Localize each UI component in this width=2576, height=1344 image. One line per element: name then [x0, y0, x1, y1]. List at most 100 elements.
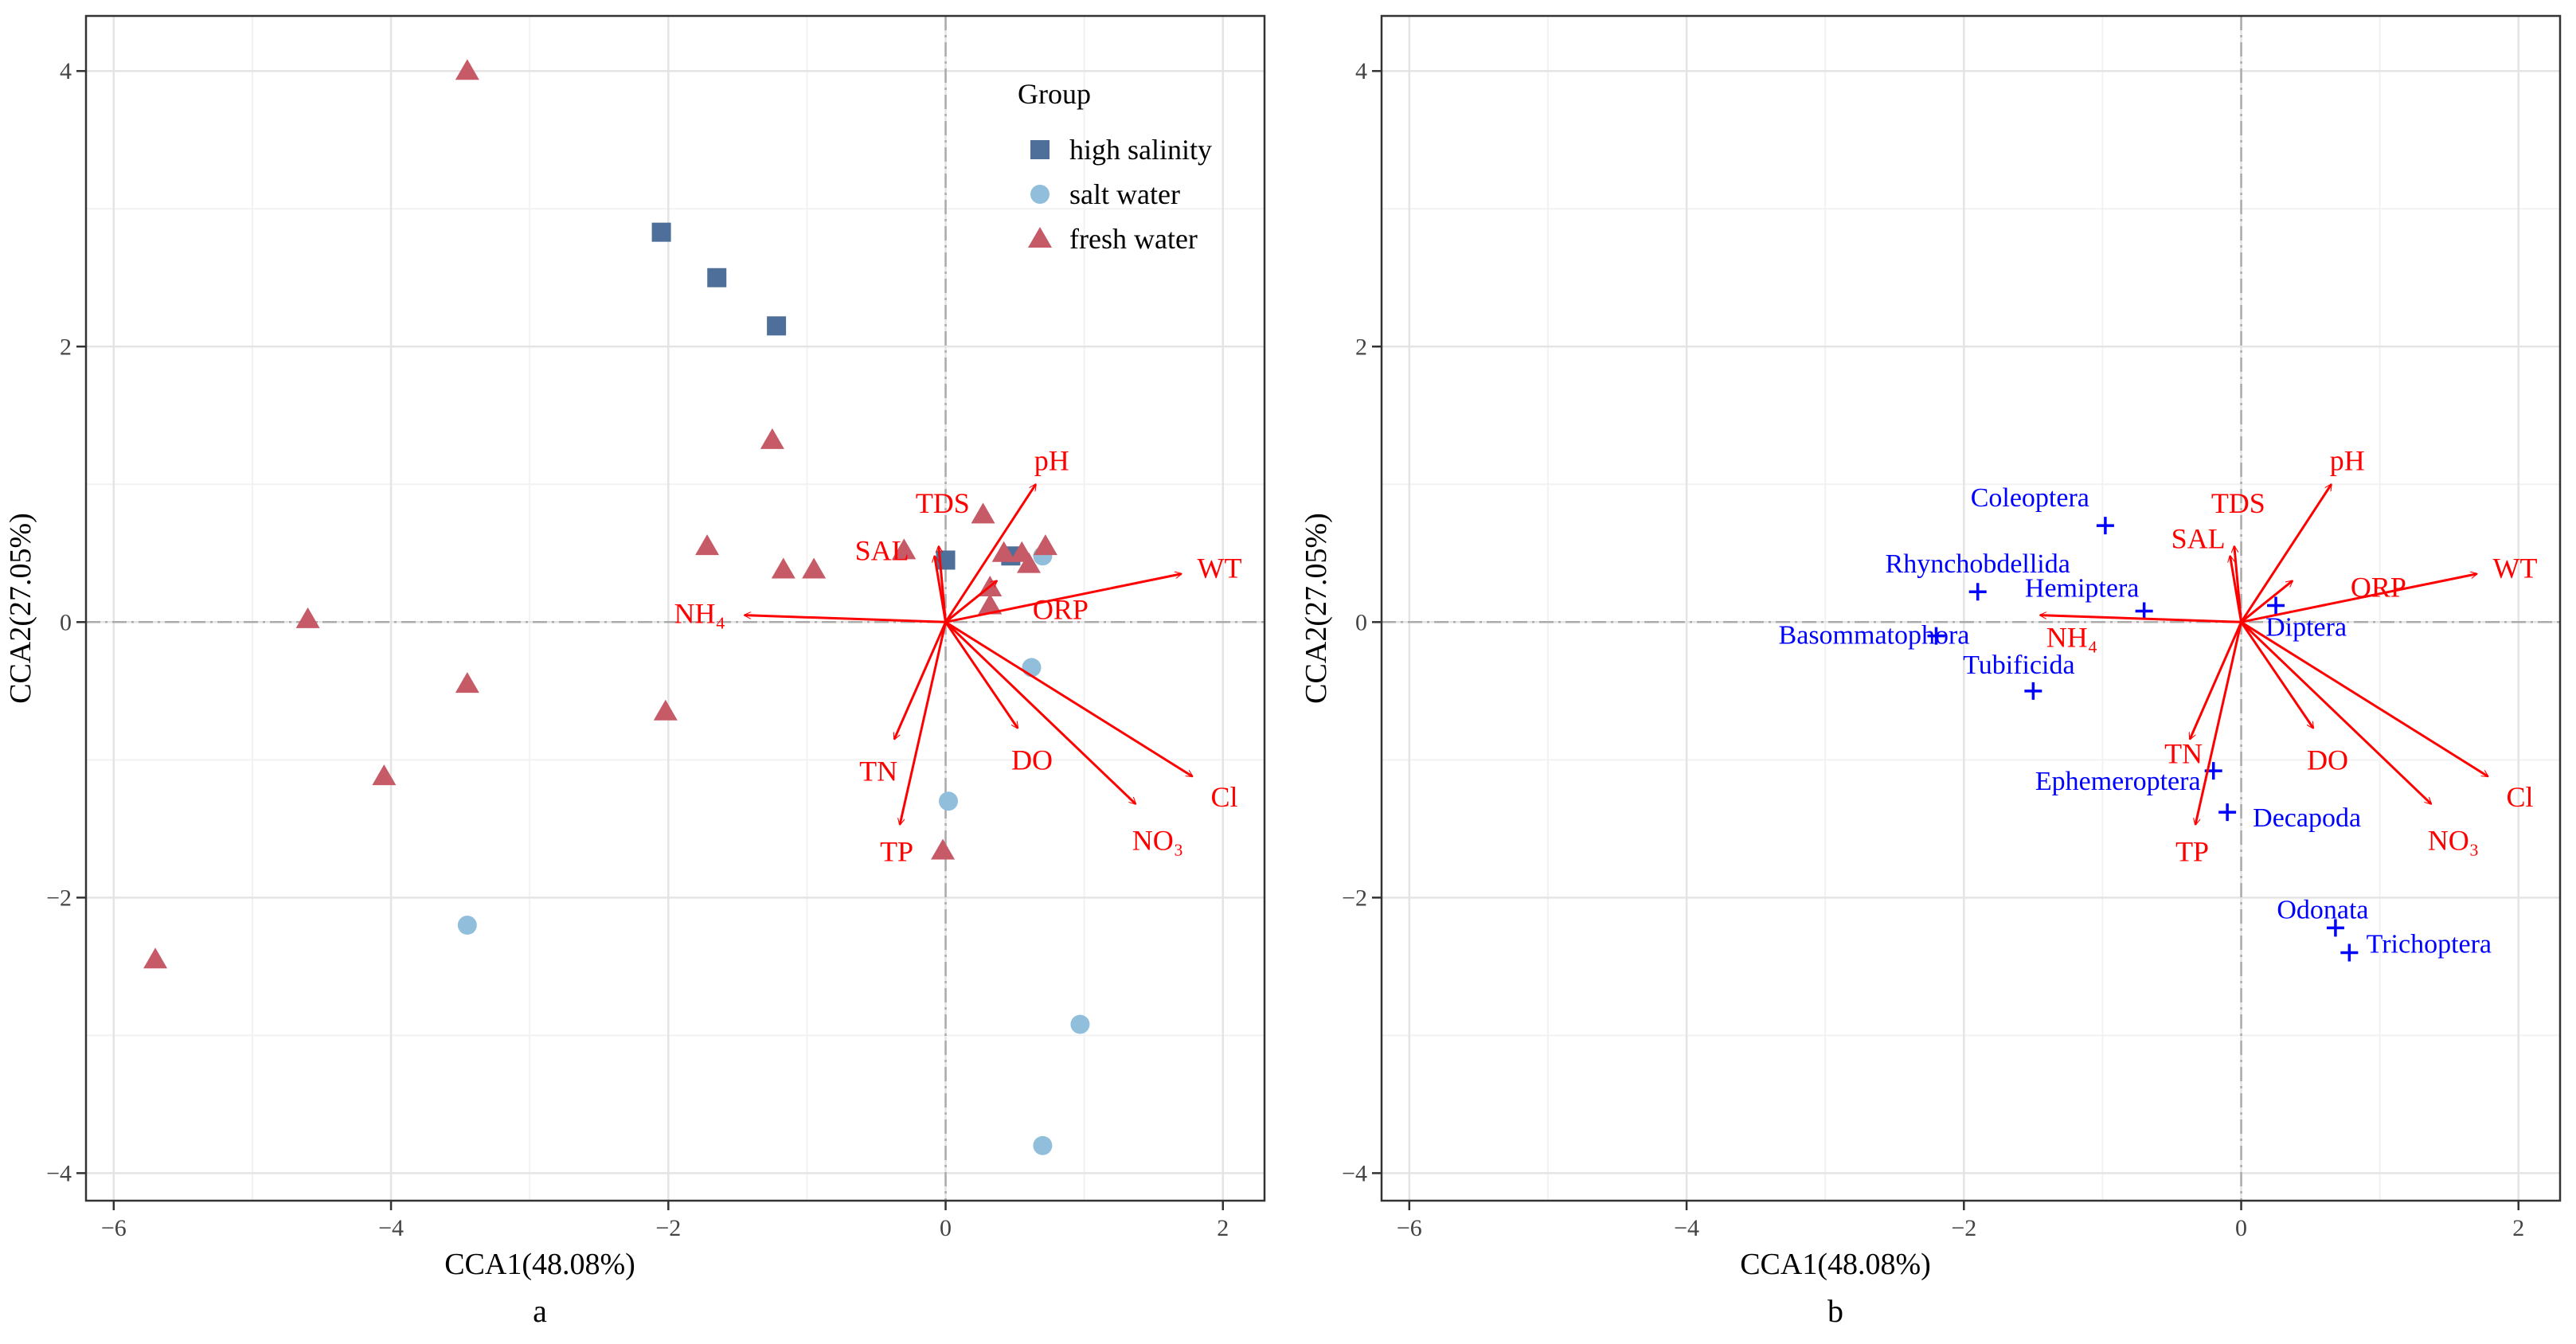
- arrow-label: Cl: [2506, 781, 2533, 813]
- species-marker: [2135, 602, 2153, 620]
- x-tick-label: −4: [1674, 1215, 1699, 1241]
- arrow-label: DO: [2307, 744, 2348, 776]
- x-tick-label: −6: [1397, 1215, 1422, 1241]
- x-tick-label: −4: [378, 1215, 404, 1241]
- arrow-9: [2240, 621, 2432, 803]
- species-marker: [1968, 583, 1987, 601]
- arrow-label: ORP: [2351, 571, 2406, 603]
- point-salt-water: [1070, 1014, 1090, 1034]
- y-tick-label: 0: [60, 609, 72, 635]
- arrow-4: [945, 574, 1182, 623]
- point-high-salinity: [767, 316, 787, 336]
- point-fresh-water: [978, 593, 1003, 615]
- species-marker: [1927, 627, 1945, 645]
- arrow-6: [2190, 621, 2242, 739]
- arrow-label: DO: [1011, 744, 1053, 776]
- point-fresh-water: [892, 538, 917, 560]
- species-label: Coleoptera: [1971, 483, 2089, 513]
- point-high-salinity: [651, 222, 671, 242]
- point-fresh-water: [771, 557, 795, 579]
- point-fresh-water: [143, 947, 168, 969]
- species-marker: [2218, 803, 2237, 822]
- species-marker: [2024, 682, 2042, 700]
- species-label: Diptera: [2265, 613, 2347, 643]
- arrow-10: [2240, 621, 2488, 778]
- y-tick-label: −2: [1342, 885, 1367, 911]
- environment-arrows: [2040, 484, 2488, 824]
- arrow-3: [944, 580, 997, 623]
- arrow-label: NO₃: [2428, 825, 2480, 857]
- arrow-8: [2240, 621, 2315, 728]
- arrow-9: [944, 621, 1136, 803]
- arrow-label: TDS: [916, 487, 970, 519]
- environment-arrows: [745, 484, 1192, 824]
- legend-label: salt water: [1069, 178, 1180, 210]
- plot-border: [84, 14, 1266, 1202]
- arrow-label: TP: [2175, 836, 2209, 868]
- species-label: Rhynchobdellida: [1886, 549, 2070, 579]
- arrow-label: NO₃: [1132, 825, 1184, 857]
- y-tick-label: 2: [1355, 334, 1367, 360]
- y-tick-label: 4: [1355, 58, 1367, 84]
- arrow-label: NH₄: [674, 598, 726, 630]
- legend-title: Group: [1018, 78, 1091, 110]
- species-marker: [2267, 596, 2285, 615]
- y-axis-title: CCA2(27.05%): [4, 513, 37, 704]
- x-axis-title: CCA1(48.08%): [1740, 1248, 1931, 1281]
- arrow-2: [2230, 556, 2243, 623]
- species-label: Decapoda: [2253, 803, 2361, 833]
- arrow-2: [935, 556, 948, 623]
- species-marker: [2326, 919, 2344, 937]
- point-fresh-water: [991, 541, 1016, 562]
- arrow-0: [944, 484, 1037, 623]
- arrow-label: SAL: [855, 534, 909, 566]
- y-axis-title: CCA2(27.05%): [1300, 513, 1333, 704]
- arrow-label: Cl: [1210, 781, 1237, 813]
- panel-b: −6 −4 −2 0 2 −4 −2 0 2 4 CCA1(48.08%) CCA2(27.05%) b: [1300, 14, 2562, 1329]
- point-salt-water: [1033, 1135, 1053, 1155]
- species-label: Hemiptera: [2025, 573, 2140, 603]
- y-tick-label: 0: [1355, 609, 1367, 635]
- x-tick-label: 0: [2235, 1215, 2247, 1241]
- point-salt-water: [939, 791, 959, 811]
- y-tick-label: 4: [60, 58, 72, 84]
- arrow-6: [894, 621, 947, 739]
- y-tick-label: −4: [46, 1160, 72, 1186]
- arrow-label: SAL: [2171, 522, 2226, 554]
- species-label: Tubificida: [1963, 651, 2074, 680]
- grid-lines: [1382, 16, 2560, 1201]
- legend: Group high salinity salt water fresh water: [1018, 78, 1212, 255]
- arrow-10: [944, 621, 1193, 778]
- legend-marker-triangle: [1028, 227, 1052, 248]
- point-fresh-water: [653, 699, 678, 721]
- panel-label: b: [1827, 1293, 1843, 1329]
- arrow-0: [2240, 484, 2332, 623]
- x-tick-label: 2: [1217, 1215, 1229, 1241]
- species-marker: [2340, 944, 2359, 962]
- arrow-label: WT: [2493, 553, 2538, 584]
- arrow-label: ORP: [1033, 593, 1089, 625]
- arrow-label: pH: [2330, 444, 2365, 476]
- point-fresh-water: [802, 557, 827, 579]
- x-axis-title: CCA1(48.08%): [444, 1248, 635, 1281]
- arrow-5: [745, 615, 946, 623]
- point-fresh-water: [1033, 534, 1057, 556]
- plot-border: [1380, 14, 2562, 1202]
- species-label: Ephemeroptera: [2035, 767, 2201, 796]
- x-tick-label: 0: [940, 1215, 952, 1241]
- point-fresh-water: [372, 764, 397, 786]
- species-markers: [1927, 517, 2359, 962]
- point-salt-water: [1022, 658, 1042, 678]
- y-tick-label: −4: [1342, 1160, 1367, 1186]
- species-label: Trichoptera: [2367, 930, 2492, 959]
- point-high-salinity: [707, 268, 727, 287]
- panel-a: −6 −4 −2 0 2 −4 −2 0 2 4 CCA1(48.08%) CCA2(27.05%) a: [4, 14, 1266, 1329]
- sample-points: [143, 59, 1090, 1155]
- y-tick-label: −2: [46, 885, 72, 911]
- y-tick-label: 2: [60, 334, 72, 360]
- legend-marker-circle: [1030, 185, 1050, 204]
- x-tick-label: −2: [1951, 1215, 1976, 1241]
